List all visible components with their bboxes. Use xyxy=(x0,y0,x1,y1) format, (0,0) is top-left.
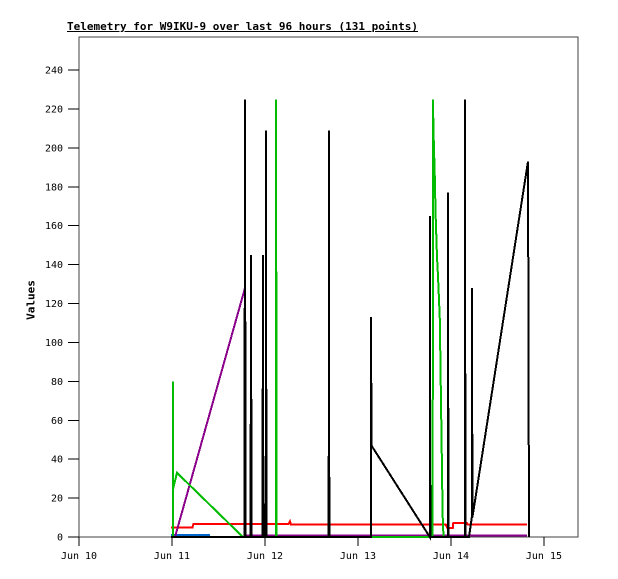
y-tick-label: 40 xyxy=(51,455,63,466)
y-tick-label: 200 xyxy=(45,143,63,154)
x-tick-label: Jun 12 xyxy=(247,551,283,562)
y-axis-title: Values xyxy=(24,280,38,320)
series-channel-green-line xyxy=(171,99,445,538)
chart-title: Telemetry for W9IKU-9 over last 96 hours… xyxy=(67,20,418,33)
y-tick-label: 220 xyxy=(45,104,63,115)
y-tick-label: 240 xyxy=(45,66,63,77)
x-tick-label: Jun 14 xyxy=(433,551,469,562)
y-tick-label: 100 xyxy=(45,338,63,349)
y-tick-label: 20 xyxy=(51,494,63,505)
x-tick-label: Jun 15 xyxy=(526,551,562,562)
y-tick-label: 160 xyxy=(45,221,63,232)
y-tick-label: 140 xyxy=(45,260,63,271)
y-tick-label: 0 xyxy=(57,533,63,544)
series-channel-red-line xyxy=(171,518,527,530)
y-tick-label: 180 xyxy=(45,182,63,193)
x-tick-label: Jun 13 xyxy=(340,551,376,562)
y-tick-label: 60 xyxy=(51,416,63,427)
x-tick-label: Jun 11 xyxy=(154,551,190,562)
y-tick-label: 80 xyxy=(51,377,63,388)
y-tick-label: 120 xyxy=(45,299,63,310)
x-tick-label: Jun 10 xyxy=(61,551,97,562)
series-channel-purple-line xyxy=(174,287,527,538)
series-channel-black-line xyxy=(171,99,530,541)
